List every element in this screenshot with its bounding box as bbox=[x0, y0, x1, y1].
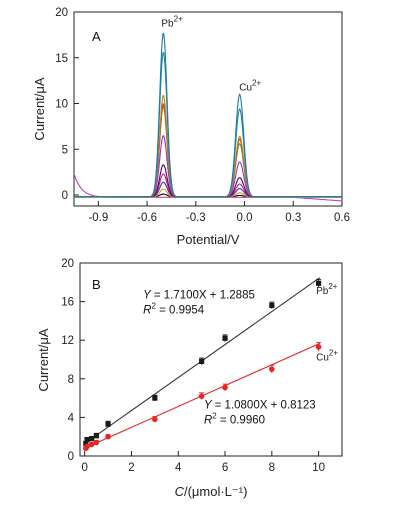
panel-a-xtick-label: -0.6 bbox=[137, 212, 157, 224]
panel-b-r-squared: R2 = 0.9954 bbox=[143, 302, 205, 317]
panel-b-xtick-label: 4 bbox=[175, 462, 182, 474]
panel-a-peak-annotation: Pb2+ bbox=[161, 15, 183, 30]
panel-a-series-line bbox=[74, 181, 342, 198]
panel-a-ytick-label: 10 bbox=[55, 99, 68, 111]
panel-b-point-cu bbox=[198, 393, 205, 399]
panel-a-peak-charge: 2+ bbox=[174, 15, 183, 24]
panel-b-frame bbox=[79, 262, 343, 457]
panel-a-series-line bbox=[74, 103, 342, 198]
panel-b-point-cu bbox=[93, 439, 100, 446]
panel-a-peak-ion: Cu bbox=[239, 83, 252, 94]
panel-a-series-line bbox=[74, 188, 342, 198]
panel-b-point-cu bbox=[222, 384, 228, 391]
panel-b-point-pb bbox=[152, 395, 158, 401]
panel-b-label: B bbox=[92, 277, 101, 292]
panel-b-r2-value: = 0.9954 bbox=[156, 305, 205, 317]
panel-b-point-cu bbox=[269, 366, 275, 372]
panel-b-r2-symbol: R bbox=[204, 415, 212, 427]
panel-b-ytick-label: 0 bbox=[68, 451, 74, 463]
panel-b-ytick-label: 12 bbox=[61, 335, 74, 347]
panel-a-peak-ion: Pb bbox=[161, 19, 174, 30]
panel-b-xtick-label: 10 bbox=[312, 462, 325, 474]
panel-a-ylabel: Current/μA bbox=[32, 77, 47, 140]
panel-b-point-pb bbox=[269, 302, 275, 309]
panel-b-xlabel-unit: /(μmol·L⁻¹) bbox=[184, 484, 247, 499]
panel-a-series-line bbox=[74, 95, 342, 198]
panel-a-xtick-label: 0.3 bbox=[285, 212, 301, 224]
panel-b-fit-equation: Y = 1.0800X + 0.8123 bbox=[204, 400, 316, 412]
panel-b-xtick-label: 0 bbox=[81, 462, 87, 474]
panel-b-series-ion: Cu bbox=[316, 352, 329, 363]
panel-b-xtick-label: 2 bbox=[128, 462, 134, 474]
panel-b-r-squared: R2 = 0.9960 bbox=[204, 412, 265, 427]
panel-a-series-line bbox=[74, 135, 342, 198]
panel-a-xtick-label: -0.3 bbox=[186, 212, 206, 224]
panel-b-eq-text: = 1.0800X + 0.8123 bbox=[215, 400, 316, 412]
panel-b-point-pb bbox=[199, 358, 205, 365]
panel-b-point-pb bbox=[105, 421, 111, 427]
panel-b-point-cu bbox=[88, 441, 95, 448]
panel-b-xtick-label: 6 bbox=[222, 462, 228, 474]
panel-a-ytick-label: 15 bbox=[55, 53, 68, 65]
panel-b-point-pb bbox=[89, 436, 95, 442]
panel-b-point-pb bbox=[222, 335, 228, 341]
panel-b-ylabel: Current/μA bbox=[36, 328, 51, 391]
panel-a-xtick-label: 0.0 bbox=[237, 212, 253, 224]
panel-a-xlabel: Potential/V bbox=[177, 232, 240, 247]
panel-a-label: A bbox=[92, 29, 101, 44]
panel-b-ytick-label: 4 bbox=[68, 412, 75, 424]
panel-b-series-name: Pb2+ bbox=[316, 282, 338, 297]
panel-b-eq-text: = 1.7100X + 1.2885 bbox=[154, 290, 255, 302]
panel-a-xtick-label: -0.9 bbox=[88, 212, 108, 224]
panel-b-series-ion: Pb bbox=[316, 286, 329, 297]
panel-a-ytick-label: 0 bbox=[62, 190, 68, 202]
panel-b-r2-symbol: R bbox=[143, 305, 151, 317]
panel-a-series-line bbox=[74, 106, 342, 198]
panel-b-ytick-label: 16 bbox=[61, 297, 74, 309]
panel-b-points bbox=[83, 278, 322, 452]
panel-b-ticks: 0 2 4 6 8 10 0 4 8 12 16 20 bbox=[61, 258, 325, 474]
panel-b-xlabel: C/(μmol·L⁻¹) bbox=[175, 484, 248, 499]
panel-b-series-charge: 2+ bbox=[328, 282, 337, 291]
panel-b-point-pb bbox=[316, 280, 322, 286]
panel-a-series-line bbox=[74, 52, 342, 198]
panel-b-ytick-label: 20 bbox=[61, 258, 74, 270]
panel-a-ytick-label: 20 bbox=[55, 7, 68, 19]
panel-b-series-name: Cu2+ bbox=[316, 348, 338, 363]
panel-a-ticks: -0.9 -0.6 -0.3 0.0 0.3 0.6 0 5 10 15 20 bbox=[55, 7, 350, 224]
panel-a-xtick-label: 0.6 bbox=[334, 212, 350, 224]
panel-b-series-charge: 2+ bbox=[329, 348, 338, 357]
panel-b-xlabel-var: C bbox=[175, 484, 185, 499]
panel-b-xtick-label: 8 bbox=[269, 462, 275, 474]
panel-b-r2-exponent: 2 bbox=[151, 302, 156, 311]
panel-b-r2-exponent: 2 bbox=[212, 412, 217, 421]
panel-b-eq-var: Y bbox=[204, 400, 215, 412]
panel-a-annotations: Pb2+Cu2+ bbox=[161, 15, 261, 94]
panel-b-point-cu bbox=[84, 443, 90, 450]
panel-a-curves bbox=[73, 33, 343, 202]
panel-a-frame bbox=[73, 11, 343, 207]
panel-b-ytick-label: 8 bbox=[68, 374, 74, 386]
panel-a-ytick-label: 5 bbox=[62, 144, 68, 156]
panel-b-point-cu bbox=[105, 433, 111, 440]
panel-a-series-line bbox=[74, 173, 342, 198]
panel-a-peak-annotation: Cu2+ bbox=[239, 79, 261, 94]
panel-b-point-pb bbox=[83, 440, 89, 447]
panel-b-r2-value: = 0.9960 bbox=[217, 415, 265, 427]
panel-b-fit-equation: Y = 1.7100X + 1.2885 bbox=[143, 290, 255, 302]
panel-a-peak-charge: 2+ bbox=[252, 79, 261, 88]
panel-b-point-cu bbox=[315, 344, 322, 350]
panel-a-series-line bbox=[74, 33, 342, 198]
panel-b-point-pb bbox=[84, 436, 90, 443]
panel-b-point-cu bbox=[152, 416, 158, 423]
panel-b-point-pb bbox=[93, 433, 99, 439]
panel-b-eq-var: Y bbox=[143, 290, 154, 302]
panel-a-series-line bbox=[74, 164, 342, 198]
